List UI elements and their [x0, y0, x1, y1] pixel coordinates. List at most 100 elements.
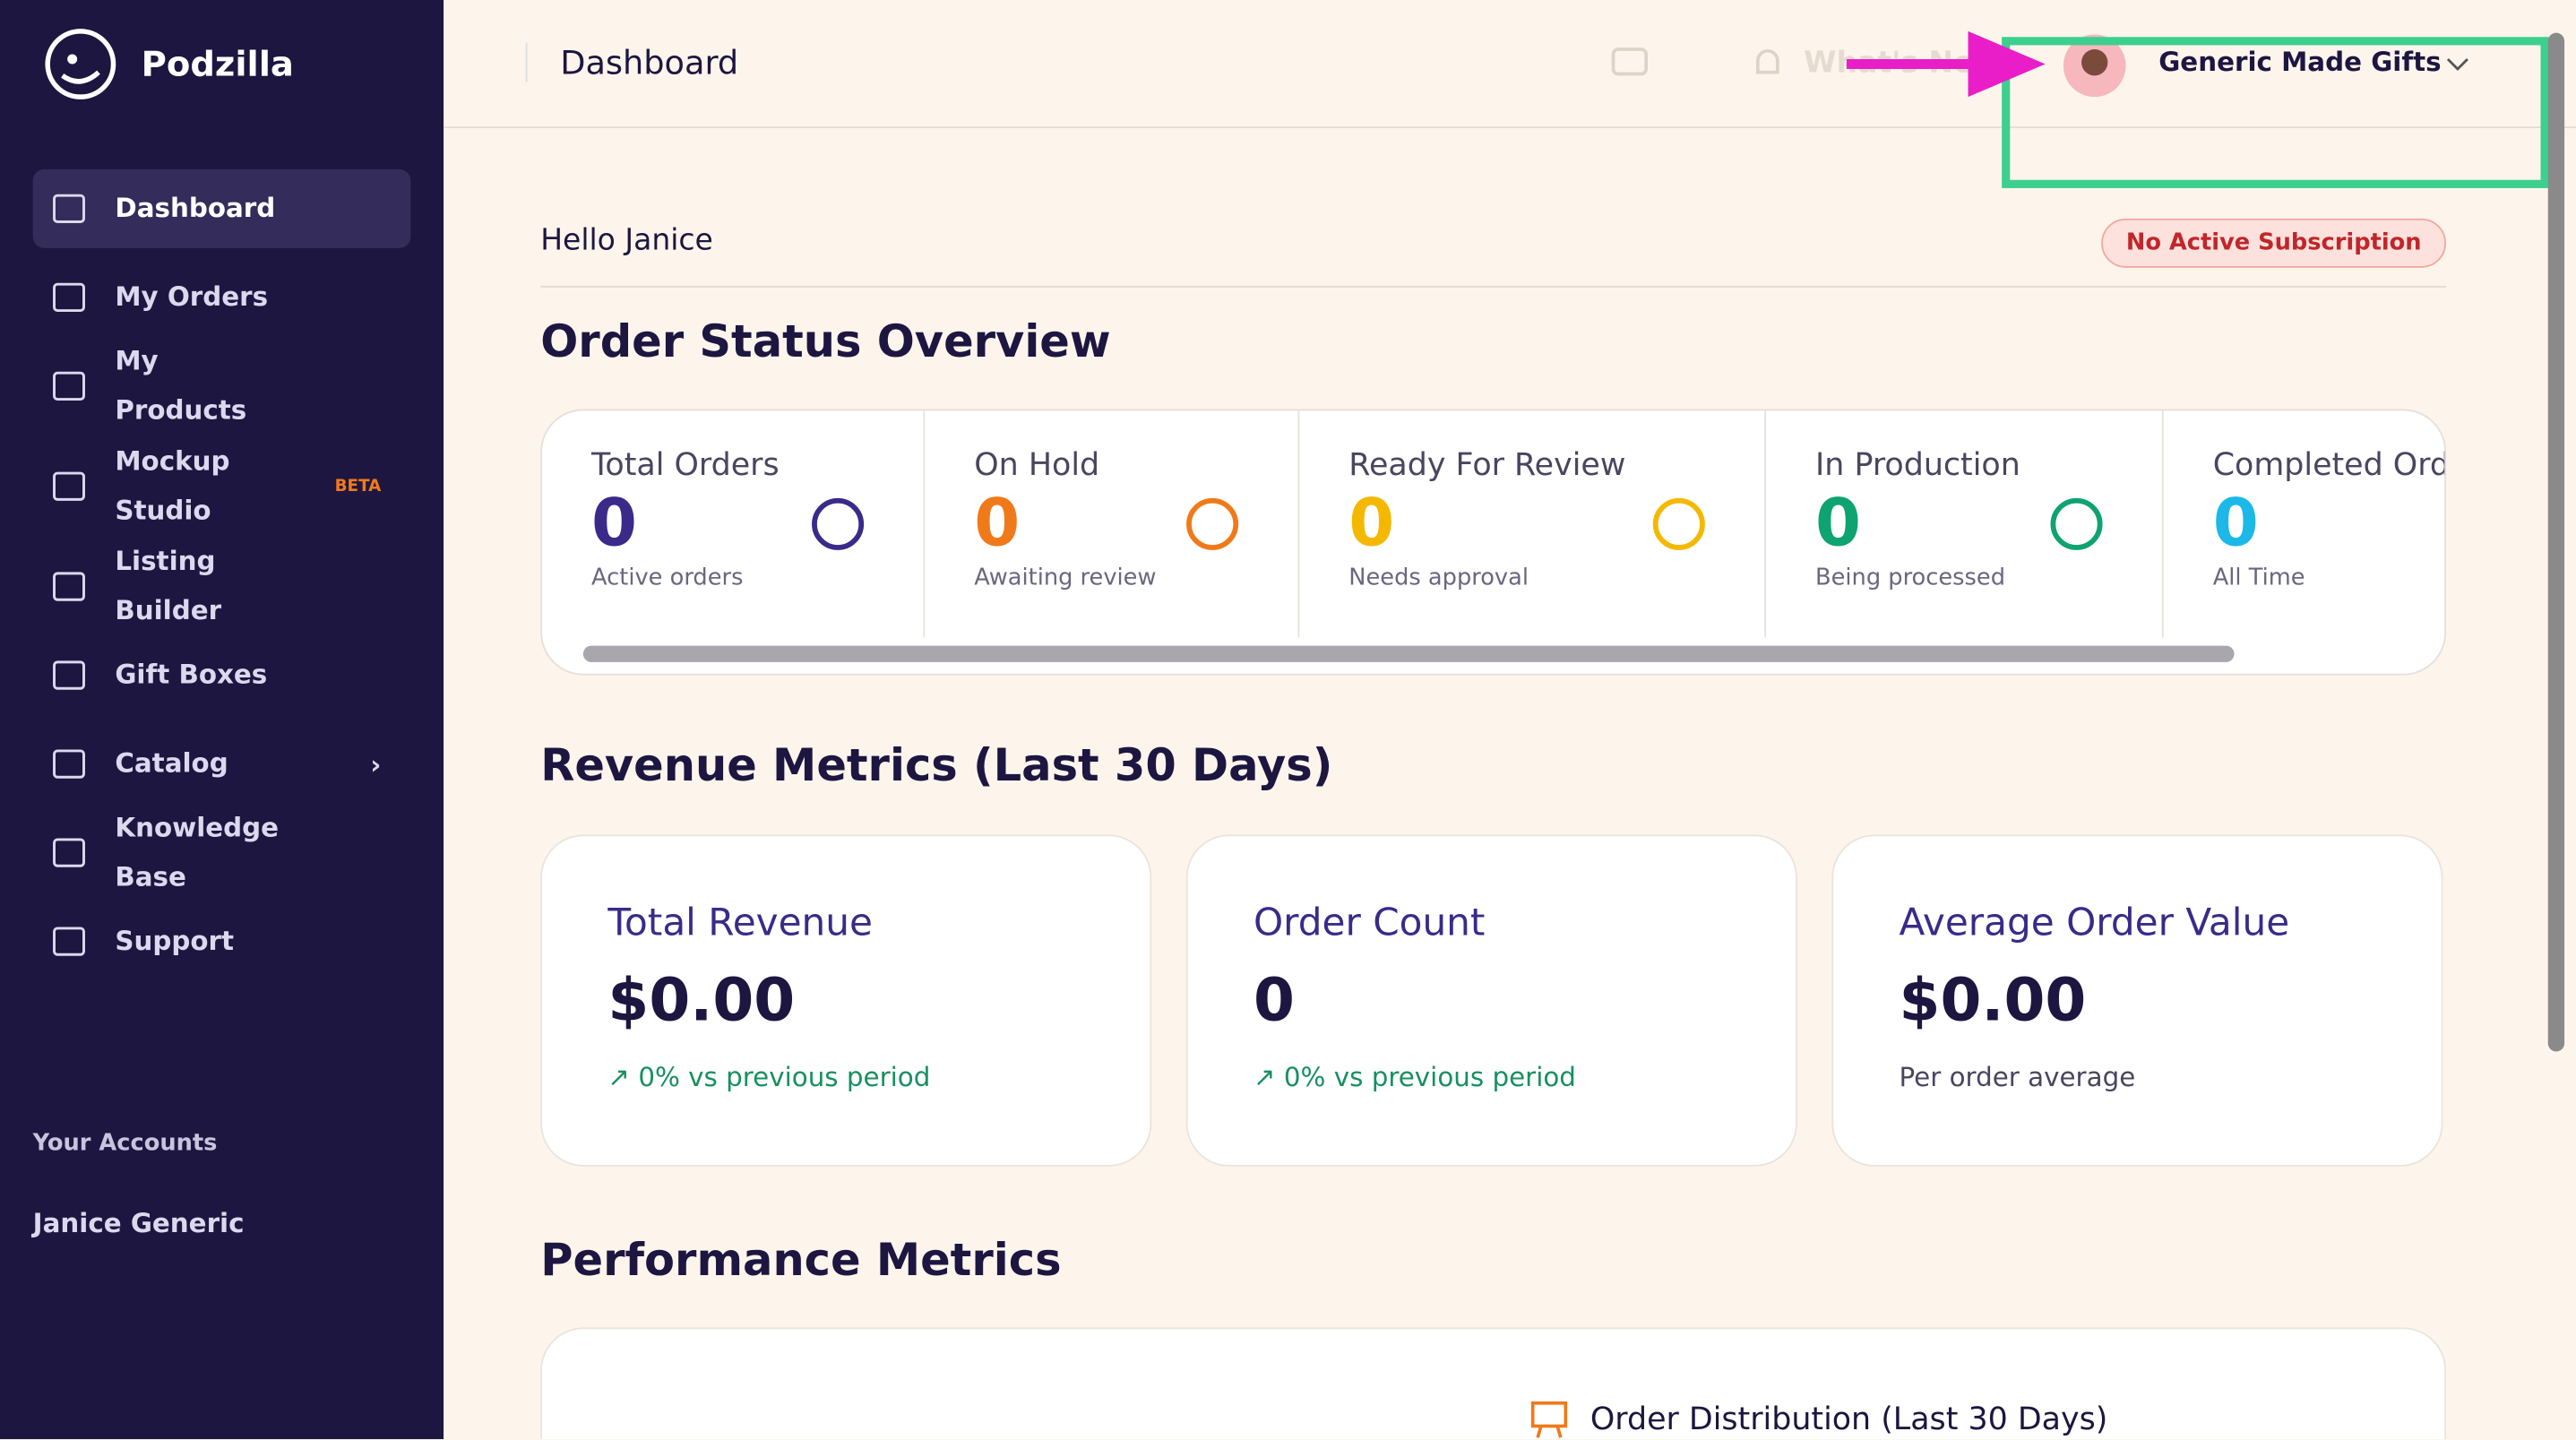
status-card[interactable]: On Hold 0 Awaiting review — [925, 410, 1300, 638]
status-label: On Hold — [974, 446, 1100, 484]
trend-arrow: ↗ — [1253, 1061, 1284, 1093]
icon — [2050, 497, 2103, 550]
logo — [45, 29, 116, 99]
nav-label: Support — [115, 925, 235, 957]
status-card[interactable]: Total Orders 0 Active orders — [542, 410, 926, 638]
icon — [53, 282, 85, 312]
nav-item[interactable]: My Orders — [33, 258, 411, 337]
status-count: 0 — [2212, 486, 2259, 563]
icon — [53, 838, 85, 867]
section-title: Order Status Overview — [540, 316, 1111, 368]
page-scrollbar[interactable] — [2547, 32, 2565, 1052]
account-switcher[interactable]: Generic Made Gifts — [2158, 46, 2442, 78]
icon — [53, 927, 85, 956]
nav-item[interactable]: Knowledge Base — [33, 812, 411, 892]
revenue-note-text: 0% vs previous period — [1283, 1061, 1576, 1093]
nav-badge: BETA — [334, 477, 382, 496]
status-panel: Total Orders 0 Active orders On Hold 0 Awaiti… — [540, 409, 2447, 676]
arrow-head — [1968, 30, 2046, 98]
revenue-value: $0.00 — [1899, 967, 2087, 1036]
chart-icon — [1530, 1401, 1568, 1438]
accounts-heading: Your Accounts — [32, 1130, 218, 1157]
nav-item[interactable]: Catalog › — [33, 725, 411, 804]
account-link[interactable]: Janice Generic — [32, 1207, 245, 1239]
nav-label: Mockup Studio — [115, 444, 230, 526]
nav-item[interactable]: Listing Builder — [33, 546, 411, 626]
bell-icon[interactable] — [1750, 46, 1786, 82]
revenue-note-text: Per order average — [1899, 1061, 2136, 1093]
trend-arrow: ↗ — [607, 1061, 639, 1093]
status-count: 0 — [1348, 486, 1395, 563]
icon — [53, 572, 85, 601]
status-label: Ready For Review — [1348, 446, 1626, 484]
nav-item[interactable]: Support — [33, 902, 411, 981]
nav-label: Gift Boxes — [115, 659, 268, 691]
chat-icon[interactable] — [1610, 46, 1650, 82]
nav-label: Knowledge Base — [115, 811, 280, 892]
icon — [1186, 497, 1239, 550]
nav-item[interactable]: Dashboard — [32, 168, 411, 248]
revenue-note: Per order average — [1900, 1061, 2442, 1092]
sidebar: Podzilla Dashboard My Orders My Products Mo… — [0, 0, 444, 1440]
status-sub: Being processed — [1815, 565, 2006, 592]
brand-name: Podzilla — [141, 44, 294, 84]
revenue-value: $0.00 — [607, 967, 796, 1036]
subscription-badge[interactable]: No Active Subscription — [2101, 218, 2447, 268]
annotation — [1846, 30, 2549, 188]
status-card[interactable]: In Production 0 Being processed — [1766, 410, 2164, 638]
brand[interactable]: Podzilla — [43, 26, 294, 101]
nav-label: My Orders — [115, 280, 269, 313]
icon — [1652, 497, 1705, 550]
topbar: Dashboard What's New Generic Made Gifts — [444, 0, 2576, 129]
status-sub: All Time — [2212, 565, 2305, 592]
status-sub: Needs approval — [1348, 565, 1529, 592]
status-sub: Active orders — [591, 565, 744, 592]
icon — [53, 749, 85, 779]
greeting: Hello Janice — [540, 223, 713, 258]
status-count: 0 — [591, 486, 638, 563]
revenue-title: Order Count — [1253, 901, 1486, 945]
icon — [812, 497, 865, 550]
status-label: In Production — [1815, 446, 2020, 484]
performance-panel: Order Distribution (Last 30 Days) — [540, 1327, 2447, 1440]
divider — [540, 286, 2447, 288]
nav-item[interactable]: Mockup Studio BETA — [33, 435, 411, 538]
revenue-note: ↗ 0% vs previous period — [607, 1061, 1150, 1092]
nav-label: My Products — [115, 345, 247, 426]
chevron: › — [370, 748, 382, 780]
nav-item[interactable]: Gift Boxes — [33, 636, 411, 715]
status-label: Total Orders — [591, 446, 780, 484]
nav: Dashboard My Orders My Products Mockup Stud… — [32, 168, 411, 991]
status-row: Total Orders 0 Active orders On Hold 0 Awaiti… — [542, 410, 2447, 638]
revenue-card: Average Order Value $0.00 Per order averag… — [1831, 834, 2443, 1167]
icon — [53, 194, 85, 223]
icon — [53, 660, 85, 690]
revenue-card: Total Revenue $0.00 ↗ 0% vs previous perio… — [540, 834, 1152, 1167]
revenue-title: Total Revenue — [607, 901, 873, 945]
nav-item[interactable]: My Products — [33, 345, 411, 426]
avatar[interactable] — [2062, 33, 2127, 99]
highlight-box — [2002, 37, 2549, 188]
nav-label: Listing Builder — [115, 545, 222, 626]
revenue-card: Order Count 0 ↗ 0% vs previous period — [1185, 834, 1797, 1167]
section-title: Revenue Metrics (Last 30 Days) — [540, 740, 1333, 792]
status-label: Completed Orders — [2212, 446, 2447, 484]
revenue-note-text: 0% vs previous period — [638, 1061, 931, 1093]
status-count: 0 — [974, 486, 1021, 563]
status-count: 0 — [1815, 486, 1862, 563]
status-card[interactable]: Ready For Review 0 Needs approval — [1299, 410, 1767, 638]
chevron — [2446, 58, 2468, 71]
scrollbar[interactable] — [582, 645, 2235, 662]
chart-title: Order Distribution (Last 30 Days) — [1590, 1401, 2108, 1438]
revenue-title: Average Order Value — [1899, 901, 2290, 945]
nav-label: Catalog — [115, 747, 228, 780]
nav-label: Dashboard — [115, 192, 276, 224]
status-card[interactable]: Completed Orders0All Time — [2164, 410, 2447, 637]
page-title: Dashboard — [525, 42, 738, 82]
icon — [53, 471, 85, 501]
status-sub: Awaiting review — [974, 565, 1157, 592]
section-title: Performance Metrics — [540, 1235, 1062, 1287]
icon — [53, 371, 85, 401]
